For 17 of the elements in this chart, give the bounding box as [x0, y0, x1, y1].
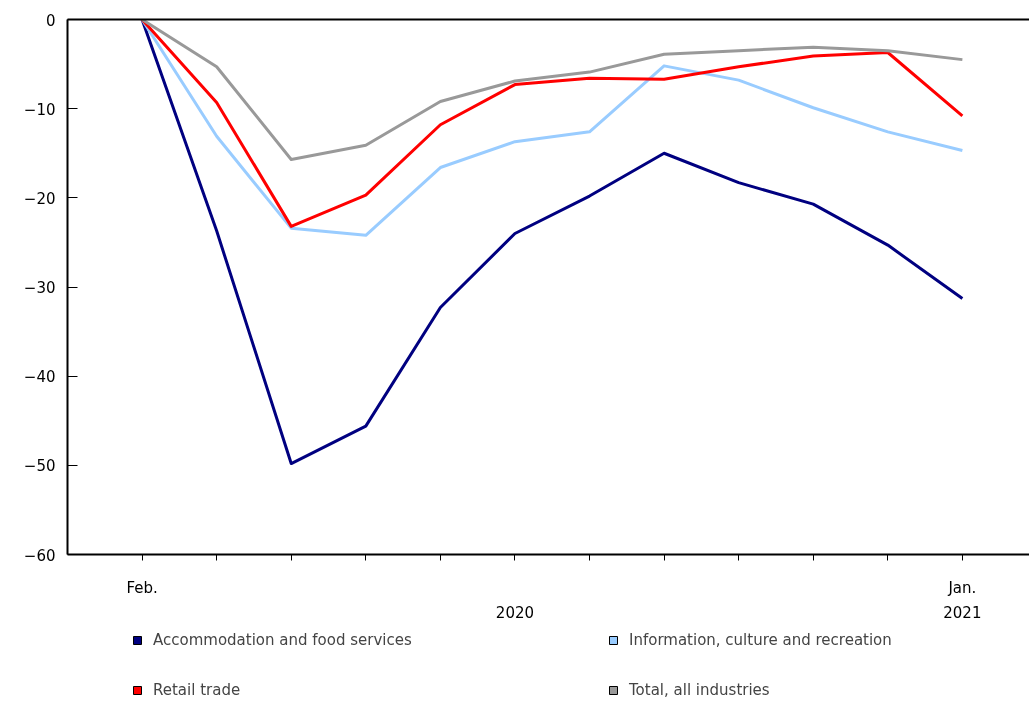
line-series — [140, 19, 964, 466]
y-tick-label: −40 — [23, 368, 56, 387]
legend-label: Information, culture and recreation — [629, 630, 893, 650]
y-tick-label: −30 — [23, 279, 56, 297]
legend-label: Total, all industries — [629, 680, 771, 700]
legend-label: Accommodation and food services — [153, 630, 413, 650]
y-tick-label: 0 — [45, 11, 56, 30]
x-tick-label: Feb. — [126, 578, 158, 597]
y-tick-label: −10 — [23, 100, 56, 119]
y-tick-label: −20 — [23, 189, 56, 208]
y-tick-label: −50 — [23, 457, 56, 476]
text: 2020 — [495, 603, 535, 622]
text: 2021 — [943, 603, 982, 622]
line-series — [140, 19, 964, 161]
x-tick-label: Jan. — [947, 578, 977, 597]
y-tick-label: −60 — [23, 546, 56, 565]
legend-label: Retail trade — [153, 680, 242, 700]
